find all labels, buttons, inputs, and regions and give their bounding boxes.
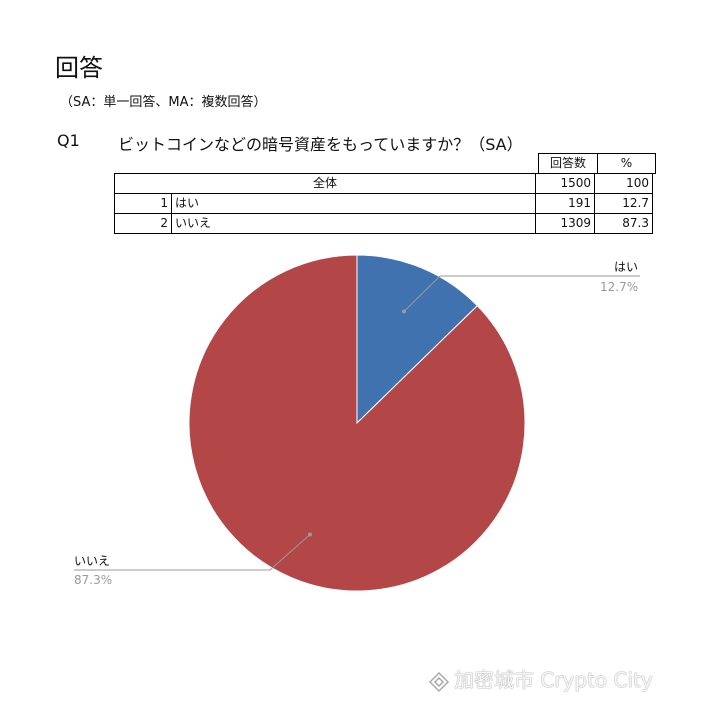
leader-line-yes-dot [401, 309, 406, 314]
question-number: Q1 [57, 131, 80, 150]
pie-chart [74, 254, 640, 592]
leader-line-no [74, 534, 311, 571]
slice-value-yes: 12.7% [600, 280, 639, 294]
slice-label-no: いいえ [74, 554, 111, 568]
slice-label-yes: はい [614, 260, 639, 274]
table-row: 2 いいえ 1309 87.3 [114, 213, 653, 234]
pie-slice-yes [356, 254, 478, 425]
leader-line-yes [403, 275, 640, 312]
row-pct: 87.3 [594, 213, 653, 234]
diamond-logo-icon [428, 671, 450, 692]
watermark-text: 加密城市 Crypto City [454, 668, 653, 692]
header-count: 回答数 [538, 153, 598, 174]
watermark: 加密城市 Crypto City [428, 664, 653, 693]
page-subtitle: （SA：単一回答、MA：複数回答） [60, 95, 267, 110]
question-text: ビットコインなどの暗号資産をもっていますか？（SA） [118, 135, 523, 154]
row-label: はい [171, 193, 536, 214]
leader-line-no-dot [308, 532, 313, 537]
pie-slice-no [188, 254, 526, 592]
slice-value-no: 87.3% [74, 573, 113, 587]
results-table: 全体 1500 100 1 はい 191 12.7 2 いいえ 1309 87.… [114, 173, 653, 234]
row-label: いいえ [171, 213, 536, 234]
table-row-total: 全体 1500 100 [114, 173, 653, 194]
row-count: 1309 [535, 213, 595, 234]
page-title: 回答 [55, 54, 103, 82]
